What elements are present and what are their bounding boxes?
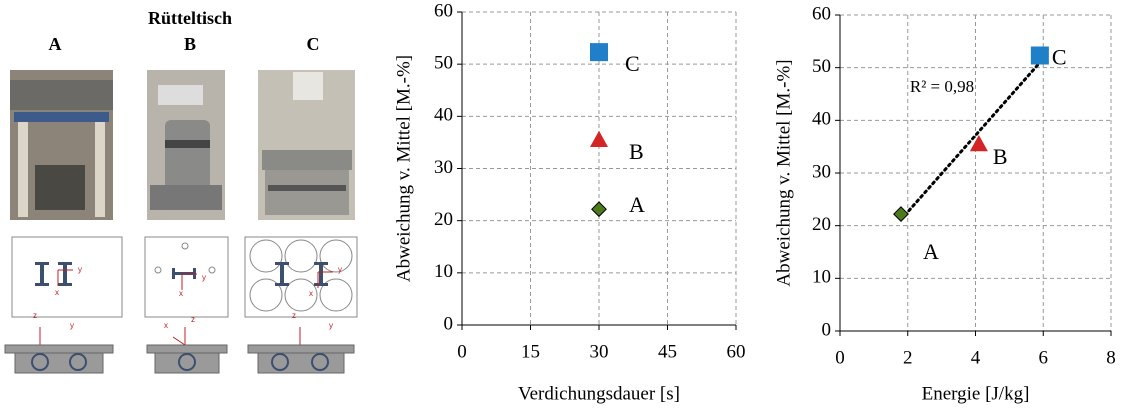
y-tick-label: 60 xyxy=(434,0,453,21)
x-axis-label: Energie [J/kg] xyxy=(922,383,1030,404)
point-label: C xyxy=(1052,45,1067,70)
y-tick-label: 20 xyxy=(812,214,831,235)
y-tick-label: 40 xyxy=(434,105,453,126)
point-label: A xyxy=(629,192,645,217)
point xyxy=(590,130,608,148)
photo xyxy=(10,70,113,220)
point xyxy=(590,43,608,62)
axis-label: z xyxy=(191,315,195,324)
x-tick-label: 0 xyxy=(835,347,845,368)
point xyxy=(1030,46,1049,65)
trendline xyxy=(899,61,1042,222)
x-tick-label: 2 xyxy=(903,347,913,368)
axis-label: y xyxy=(70,321,74,330)
y-tick-label: 10 xyxy=(434,261,453,282)
point xyxy=(969,135,988,152)
table-label: C xyxy=(307,34,320,54)
y-tick-label: 50 xyxy=(812,56,831,77)
y-tick-label: 20 xyxy=(434,209,453,230)
y-tick-label: 10 xyxy=(812,267,831,288)
y-tick-label: 50 xyxy=(434,53,453,74)
table-label: A xyxy=(49,34,62,54)
y-tick-label: 0 xyxy=(444,313,454,334)
axis-label: x xyxy=(179,289,183,298)
x-tick-label: 30 xyxy=(590,341,609,362)
x-tick-label: 0 xyxy=(457,341,467,362)
axis-label: x xyxy=(309,289,313,298)
x-tick-label: 8 xyxy=(1106,347,1116,368)
point xyxy=(893,206,909,222)
x-tick-label: 4 xyxy=(971,347,981,368)
y-tick-label: 30 xyxy=(434,157,453,178)
y-tick-label: 60 xyxy=(812,3,831,24)
annotation: R² = 0,98 xyxy=(910,77,974,96)
x-tick-label: 6 xyxy=(1039,347,1049,368)
x-tick-label: 45 xyxy=(658,341,677,362)
x-axis-label: Verdichungsdauer [s] xyxy=(518,383,680,404)
axis-label: x xyxy=(55,288,59,297)
x-tick-label: 15 xyxy=(521,341,540,362)
rig-title: Rütteltisch xyxy=(148,8,232,28)
point-label: B xyxy=(629,139,644,164)
axis-label: x xyxy=(164,321,168,330)
y-axis-label: Abweichung v. Mittel [M.-%] xyxy=(773,59,794,286)
table-label: B xyxy=(184,34,196,54)
axis-label: y xyxy=(329,321,333,330)
x-tick-label: 60 xyxy=(727,341,746,362)
y-tick-label: 30 xyxy=(812,161,831,182)
y-axis-label: Abweichung v. Mittel [M.-%] xyxy=(393,55,414,282)
table-side xyxy=(4,344,355,374)
point-label: B xyxy=(993,144,1008,169)
axis-label: y xyxy=(202,273,206,282)
point-label: C xyxy=(625,51,640,76)
point xyxy=(591,201,607,218)
photo xyxy=(147,70,225,220)
y-tick-label: 0 xyxy=(822,319,832,340)
y-tick-label: 40 xyxy=(812,109,831,130)
photo xyxy=(258,70,355,220)
axis-label: z xyxy=(33,311,37,320)
axis-label: z xyxy=(292,311,296,320)
motor xyxy=(31,353,329,371)
axis-arrows xyxy=(39,269,333,346)
point-label: A xyxy=(923,239,939,264)
schematic xyxy=(11,236,358,318)
axis-label: y xyxy=(338,265,342,274)
axis-label: y xyxy=(78,265,82,274)
